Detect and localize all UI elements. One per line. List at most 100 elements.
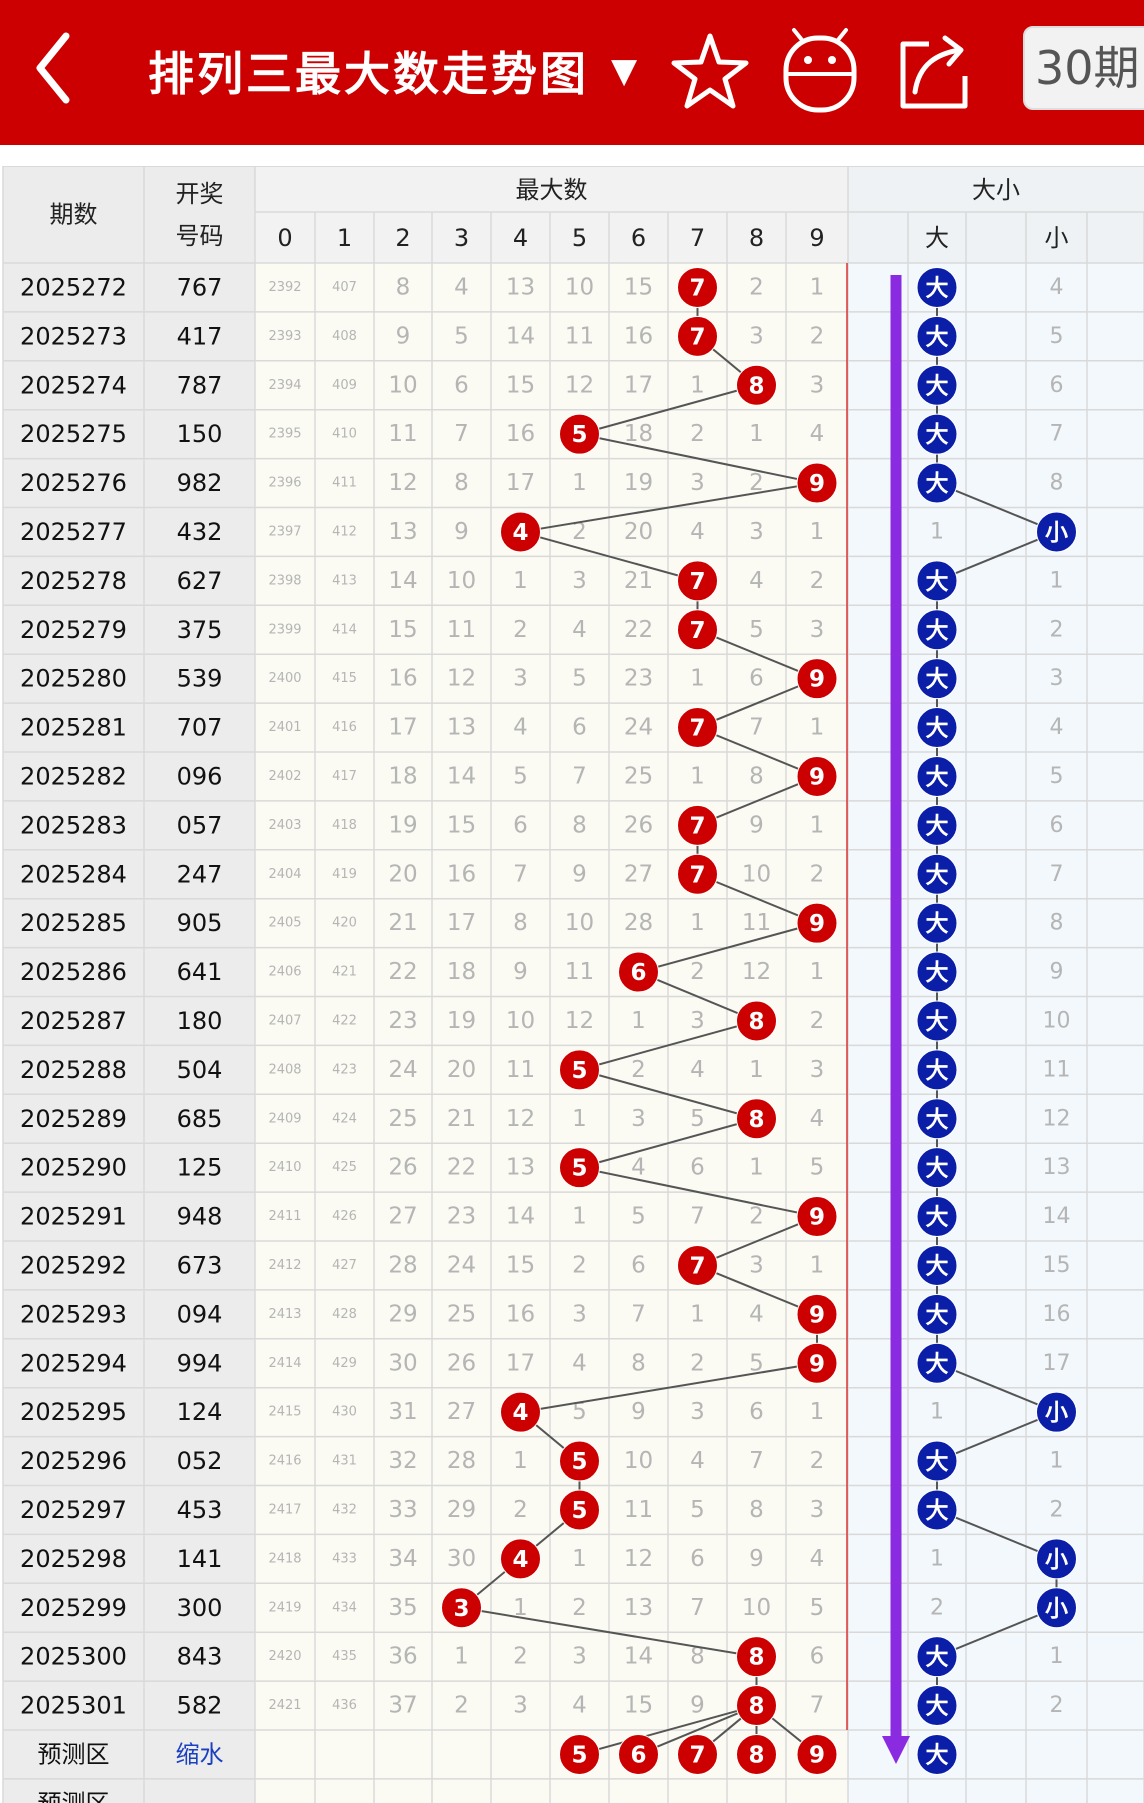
- size-miss-cell: 10: [1043, 1008, 1071, 1033]
- header-digit-9: 9: [809, 224, 824, 252]
- miss-count-cell: 4: [572, 1693, 587, 1719]
- miss-count-cell: 7: [690, 1204, 705, 1230]
- header-digit-5: 5: [572, 224, 587, 252]
- prediction-ball-label: 9: [809, 1742, 825, 1768]
- period-cell: 2025295: [20, 1398, 127, 1426]
- miss-count-cell: 8: [513, 910, 528, 936]
- page-title: 排列三最大数走势图: [148, 47, 589, 101]
- size-miss-cell: 2: [1050, 1497, 1064, 1522]
- miss-count-cell: 2398: [268, 573, 301, 588]
- miss-count-cell: 9: [572, 861, 587, 887]
- max-digit-ball: [559, 1147, 600, 1189]
- draw-number-cell: 453: [177, 1496, 223, 1524]
- max-digit-ball: [559, 1049, 600, 1091]
- max-digit-ball: [677, 853, 718, 895]
- max-digit-ball-label: 7: [689, 862, 705, 888]
- shrink-link[interactable]: 缩水: [176, 1740, 224, 1768]
- miss-count-cell: 2403: [268, 818, 301, 833]
- draw-number-cell: 124: [177, 1398, 223, 1426]
- miss-count-cell: 3: [631, 1106, 646, 1132]
- android-icon[interactable]: [780, 26, 860, 116]
- miss-count-cell: 3: [810, 1057, 825, 1083]
- miss-count-cell: 18: [388, 763, 417, 789]
- miss-count-cell: 2: [810, 1008, 825, 1034]
- max-digit-ball-label: 6: [630, 960, 646, 986]
- period-cell: 2025279: [20, 616, 127, 644]
- max-digit-ball-label: 7: [689, 716, 705, 742]
- size-ball: [916, 1244, 958, 1286]
- miss-count-cell: 2: [749, 1204, 764, 1230]
- miss-count-cell: 1: [810, 715, 825, 741]
- prediction-ball: [559, 1733, 600, 1775]
- size-ball-label: 大: [926, 1351, 949, 1377]
- draw-number-cell: 504: [177, 1056, 223, 1084]
- header-size-small: 小: [1045, 224, 1069, 252]
- size-miss-cell: 5: [1050, 324, 1064, 349]
- header-digit-3: 3: [454, 224, 469, 252]
- size-miss-cell: 1: [930, 1546, 944, 1571]
- miss-count-cell: 22: [447, 1155, 476, 1181]
- miss-count-cell: 9: [690, 1693, 705, 1719]
- period-cell: 2025299: [20, 1594, 127, 1622]
- max-digit-ball: [500, 511, 541, 553]
- size-ball: [916, 1147, 958, 1189]
- max-digit-ball: [796, 1293, 838, 1335]
- trend-chart-table: 期数开奖号码最大数 大小0 1 2 3 4 5 6 7 8 9 大小2025272 767 2392 407…: [2, 166, 1144, 1803]
- miss-count-cell: 29: [388, 1301, 417, 1327]
- max-digit-ball-label: 5: [571, 1498, 587, 1524]
- miss-count-cell: 11: [565, 323, 594, 349]
- period-cell: 2025275: [20, 420, 127, 448]
- size-miss-cell: 1: [1050, 1449, 1064, 1474]
- size-miss-cell: 11: [1043, 1057, 1071, 1082]
- miss-count-cell: 1: [810, 1399, 825, 1425]
- share-icon[interactable]: [893, 26, 973, 116]
- miss-count-cell: 2392: [268, 280, 301, 295]
- back-arrow-icon[interactable]: [28, 28, 78, 108]
- miss-count-cell: 1: [749, 1155, 764, 1181]
- period-cell: 2025285: [20, 909, 127, 937]
- draw-number-cell: 627: [177, 567, 223, 595]
- period-select-button[interactable]: 30期: [1023, 26, 1144, 110]
- miss-count-cell: 12: [506, 1106, 535, 1132]
- title-dropdown[interactable]: 排列三最大数走势图 ▼: [148, 40, 637, 102]
- miss-count-cell: 1: [690, 666, 705, 692]
- header-size-big: 大: [925, 224, 949, 252]
- max-digit-ball: [677, 609, 718, 651]
- miss-count-cell: 2400: [268, 671, 301, 686]
- size-miss-cell: 1: [930, 519, 944, 544]
- miss-count-cell: 427: [332, 1258, 357, 1273]
- miss-count-cell: 2: [513, 1644, 528, 1670]
- miss-count-cell: 20: [388, 861, 417, 887]
- miss-count-cell: 8: [749, 763, 764, 789]
- max-digit-ball-label: 5: [571, 1156, 587, 1182]
- star-icon[interactable]: [670, 26, 750, 116]
- max-digit-ball-label: 8: [748, 373, 764, 399]
- size-ball: [916, 609, 958, 651]
- miss-count-cell: 3: [749, 519, 764, 545]
- miss-count-cell: 10: [742, 1595, 771, 1621]
- size-miss-cell: 3: [1050, 666, 1064, 691]
- miss-count-cell: 10: [565, 274, 594, 300]
- miss-count-cell: 416: [332, 720, 357, 735]
- miss-count-cell: 2419: [268, 1600, 301, 1615]
- miss-count-cell: 430: [332, 1405, 357, 1420]
- miss-count-cell: 7: [749, 1448, 764, 1474]
- prediction-size-ball: [916, 1733, 958, 1775]
- miss-count-cell: 417: [332, 769, 357, 784]
- max-digit-ball: [736, 1000, 777, 1042]
- max-digit-ball-label: 8: [748, 1107, 764, 1133]
- max-digit-ball-label: 7: [689, 275, 705, 301]
- prediction-line: [638, 1704, 757, 1756]
- miss-count-cell: 2408: [268, 1062, 301, 1077]
- period-cell: 2025284: [20, 860, 127, 888]
- header-digit-2: 2: [395, 224, 410, 252]
- size-ball-label: 大: [926, 1449, 949, 1475]
- miss-count-cell: 20: [624, 519, 653, 545]
- miss-count-cell: 431: [332, 1454, 357, 1469]
- miss-count-cell: 9: [631, 1399, 646, 1425]
- size-miss-cell: 13: [1043, 1155, 1071, 1180]
- period-cell: 2025292: [20, 1251, 127, 1279]
- max-digit-ball-label: 7: [689, 1253, 705, 1279]
- draw-number-cell: 582: [177, 1692, 223, 1720]
- size-ball: [916, 755, 958, 797]
